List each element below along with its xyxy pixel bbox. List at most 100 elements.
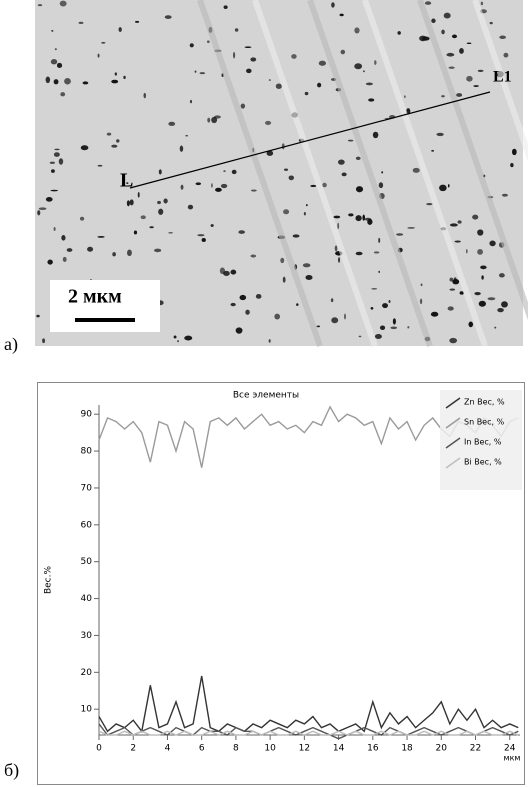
particle — [283, 277, 286, 283]
y-tick-label: 90 — [81, 410, 93, 420]
particle — [356, 186, 363, 192]
particle — [444, 13, 451, 19]
particle — [337, 223, 339, 229]
x-tick-label: 0 — [96, 744, 102, 754]
particle — [188, 205, 193, 210]
particle — [245, 46, 252, 48]
particle — [63, 257, 67, 262]
particle — [468, 321, 473, 327]
y-tick-label: 70 — [81, 483, 93, 493]
particle — [478, 70, 484, 72]
particle — [296, 303, 298, 306]
particle — [79, 22, 84, 24]
particle — [231, 303, 236, 306]
y-tick-label: 10 — [81, 705, 93, 715]
particle — [371, 288, 377, 290]
x-tick-label: 18 — [401, 744, 413, 754]
particle — [407, 326, 409, 329]
particle — [181, 185, 184, 190]
particle — [374, 60, 376, 65]
x-tick-label: 14 — [333, 744, 345, 754]
particle — [111, 80, 118, 84]
particle — [165, 15, 172, 19]
x-tick-label: 10 — [264, 744, 276, 754]
particle — [97, 236, 104, 238]
x-axis-label: мкм — [504, 754, 521, 763]
x-tick-label: 4 — [165, 744, 171, 754]
particle — [333, 216, 340, 219]
x-tick-label: 8 — [233, 744, 239, 754]
particle — [157, 201, 161, 204]
particle — [378, 238, 380, 243]
y-axis-label: Вес.% — [44, 566, 54, 595]
particle — [331, 317, 338, 323]
particle — [202, 238, 206, 242]
y-tick-label: 40 — [81, 594, 93, 604]
particle — [389, 300, 391, 303]
particle — [452, 35, 457, 39]
particle — [448, 306, 454, 310]
particle — [355, 215, 361, 221]
particle — [303, 263, 311, 267]
particle — [425, 1, 431, 5]
particle — [466, 249, 468, 253]
particle — [112, 252, 116, 256]
particle — [185, 135, 188, 137]
particle — [111, 145, 117, 148]
particle — [305, 275, 312, 280]
particle — [371, 307, 374, 310]
particle — [149, 226, 153, 228]
particle — [81, 145, 89, 150]
particle — [119, 27, 122, 32]
particle — [55, 48, 57, 50]
particle — [51, 169, 55, 173]
particle — [439, 185, 447, 191]
particle — [397, 31, 400, 35]
particle — [83, 81, 89, 84]
particle — [123, 76, 125, 79]
particle — [472, 215, 478, 220]
particle — [238, 230, 245, 234]
particle — [256, 294, 262, 299]
particle — [168, 232, 173, 234]
y-tick-label: 30 — [81, 631, 93, 641]
particle — [284, 169, 288, 171]
x-tick-label: 6 — [199, 744, 205, 754]
particle — [223, 271, 230, 276]
particle — [448, 184, 450, 187]
panel-label: б) — [4, 760, 19, 781]
particle — [481, 275, 483, 279]
particle — [338, 159, 345, 164]
particle — [50, 190, 58, 192]
particle — [375, 334, 382, 339]
legend-label: In Вес, % — [464, 438, 502, 447]
particle — [269, 79, 271, 81]
particle — [441, 30, 445, 35]
particle — [195, 70, 197, 72]
particle — [306, 204, 308, 206]
particle — [380, 325, 385, 330]
particle — [54, 152, 60, 157]
particle — [196, 182, 202, 185]
particle — [134, 231, 137, 235]
particle — [466, 76, 472, 82]
particle — [37, 210, 40, 215]
particle — [250, 57, 256, 61]
particle — [47, 259, 52, 264]
particle — [331, 2, 334, 7]
particle — [241, 103, 245, 108]
particle — [356, 157, 361, 160]
particle — [489, 241, 495, 247]
particle — [344, 313, 346, 319]
particle — [159, 169, 162, 174]
particle — [276, 83, 282, 88]
particle — [338, 257, 340, 263]
particle — [396, 233, 403, 236]
particle — [455, 240, 461, 242]
particle — [251, 189, 257, 191]
particle — [207, 40, 210, 43]
particle — [497, 308, 504, 312]
particle — [265, 121, 271, 125]
particle — [224, 5, 228, 9]
y-tick-label: 80 — [81, 447, 93, 457]
